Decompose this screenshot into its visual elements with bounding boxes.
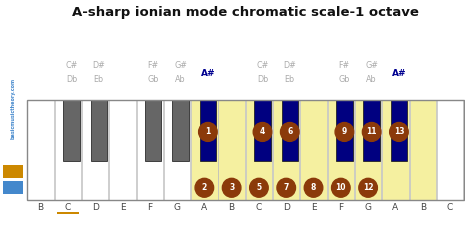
Text: 10: 10 — [336, 183, 346, 192]
Text: 9: 9 — [342, 127, 347, 136]
Circle shape — [199, 122, 217, 141]
Text: A-sharp ionian mode chromatic scale-1 octave: A-sharp ionian mode chromatic scale-1 oc… — [72, 6, 418, 19]
Text: B: B — [419, 203, 426, 212]
Text: 13: 13 — [394, 127, 404, 136]
Bar — [57, 212, 79, 214]
Text: 8: 8 — [311, 183, 316, 192]
Text: C: C — [256, 203, 262, 212]
Text: C#: C# — [65, 61, 78, 70]
Bar — [137, 100, 163, 200]
Bar — [382, 100, 409, 200]
Text: D: D — [283, 203, 290, 212]
Text: 1: 1 — [205, 127, 211, 136]
Circle shape — [277, 178, 295, 197]
Circle shape — [332, 178, 350, 197]
Bar — [328, 100, 354, 200]
Bar — [282, 100, 298, 161]
Bar — [173, 100, 189, 161]
Text: Db: Db — [257, 75, 268, 84]
Bar — [254, 100, 271, 161]
Bar — [364, 100, 380, 161]
Text: 5: 5 — [256, 183, 261, 192]
Text: 3: 3 — [229, 183, 234, 192]
Text: F: F — [338, 203, 343, 212]
Bar — [63, 100, 80, 161]
Text: G: G — [365, 203, 372, 212]
Text: basicmusictheory.com: basicmusictheory.com — [10, 77, 15, 139]
Circle shape — [335, 122, 354, 141]
Text: D: D — [92, 203, 99, 212]
Circle shape — [222, 178, 241, 197]
Circle shape — [250, 178, 268, 197]
Text: Ab: Ab — [366, 75, 377, 84]
Text: C#: C# — [256, 61, 269, 70]
Text: B: B — [38, 203, 44, 212]
Text: E: E — [120, 203, 125, 212]
Bar — [336, 100, 352, 161]
Text: 2: 2 — [202, 183, 207, 192]
Text: 6: 6 — [287, 127, 292, 136]
Circle shape — [362, 122, 381, 141]
Circle shape — [359, 178, 378, 197]
Text: 7: 7 — [284, 183, 289, 192]
Text: G#: G# — [365, 61, 378, 70]
Bar — [145, 100, 161, 161]
Bar — [27, 100, 464, 200]
Text: Eb: Eb — [285, 75, 295, 84]
Circle shape — [253, 122, 272, 141]
Text: F#: F# — [148, 61, 159, 70]
Bar — [55, 100, 81, 200]
Bar — [3, 165, 23, 178]
Bar — [27, 100, 54, 200]
Text: B: B — [229, 203, 235, 212]
Bar — [246, 100, 272, 200]
Text: A: A — [392, 203, 399, 212]
Bar — [437, 100, 463, 200]
Text: G#: G# — [174, 61, 187, 70]
Text: G: G — [173, 203, 180, 212]
Bar — [355, 100, 381, 200]
Text: Gb: Gb — [147, 75, 159, 84]
Text: 12: 12 — [363, 183, 373, 192]
Text: Ab: Ab — [175, 75, 186, 84]
Text: F#: F# — [339, 61, 350, 70]
Text: C: C — [65, 203, 71, 212]
Bar — [199, 100, 216, 161]
Text: D#: D# — [283, 61, 296, 70]
Text: Gb: Gb — [339, 75, 350, 84]
Bar — [219, 100, 245, 200]
Bar — [164, 100, 190, 200]
Bar — [410, 100, 436, 200]
Text: Db: Db — [66, 75, 77, 84]
Bar — [273, 100, 299, 200]
Bar — [191, 100, 218, 200]
Circle shape — [390, 122, 408, 141]
Text: D#: D# — [92, 61, 105, 70]
Text: 11: 11 — [366, 127, 377, 136]
Bar — [109, 100, 136, 200]
Text: A: A — [201, 203, 207, 212]
Text: A#: A# — [200, 69, 215, 78]
Circle shape — [195, 178, 213, 197]
Circle shape — [280, 122, 299, 141]
Bar — [82, 100, 108, 200]
Text: 4: 4 — [260, 127, 265, 136]
Text: F: F — [147, 203, 153, 212]
Circle shape — [304, 178, 323, 197]
Bar — [3, 181, 23, 194]
Text: C: C — [447, 203, 453, 212]
Bar — [391, 100, 407, 161]
Bar — [300, 100, 327, 200]
Text: A#: A# — [392, 69, 406, 78]
Bar — [91, 100, 107, 161]
Text: Eb: Eb — [93, 75, 104, 84]
Text: E: E — [311, 203, 316, 212]
